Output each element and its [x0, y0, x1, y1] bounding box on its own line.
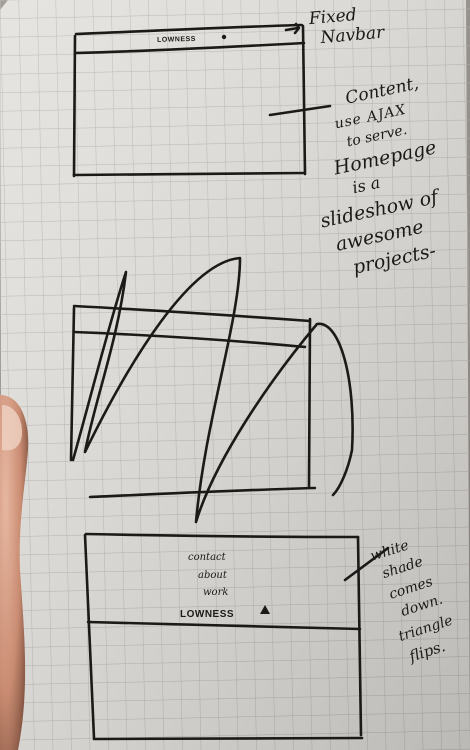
wireframe-right-edge — [307, 317, 312, 489]
wireframe-right-edge — [301, 24, 307, 176]
brand-text: LOWNESS — [180, 609, 234, 620]
navbar-brand-dot — [221, 34, 227, 40]
wireframe-homepage — [72, 22, 332, 178]
wireframe-top-edge — [74, 23, 304, 36]
shade-bottom-line — [86, 620, 362, 631]
wireframe-left-edge — [72, 34, 77, 178]
wireframe-top-edge — [84, 532, 360, 539]
wireframe-menu-open — [83, 532, 390, 741]
triangle-icon — [260, 605, 270, 614]
header-line — [72, 330, 307, 349]
wireframe-left-edge — [83, 533, 96, 740]
wireframe-top-edge — [72, 304, 312, 323]
navbar-bottom-line — [73, 41, 306, 55]
annotation-line: Fixed — [307, 5, 357, 29]
wireframe-left-edge — [69, 306, 76, 462]
cross-out-scribble — [71, 256, 354, 524]
wireframe-bottom-edge — [72, 171, 306, 177]
shade-arrow — [343, 546, 390, 582]
navbar-arrow — [284, 22, 301, 35]
wireframe-crossed-out — [69, 256, 354, 524]
thumb — [0, 395, 29, 750]
navbar-brand-text: LOWNESS — [157, 36, 196, 44]
menu-link-contact: contact — [188, 552, 227, 563]
menu-links: contact about work — [188, 552, 228, 598]
wireframe-bottom-edge — [92, 736, 364, 741]
thumbnail — [2, 405, 22, 451]
content-arrow — [268, 104, 332, 117]
menu-link-about: about — [198, 570, 228, 581]
menu-link-work: work — [203, 587, 228, 598]
